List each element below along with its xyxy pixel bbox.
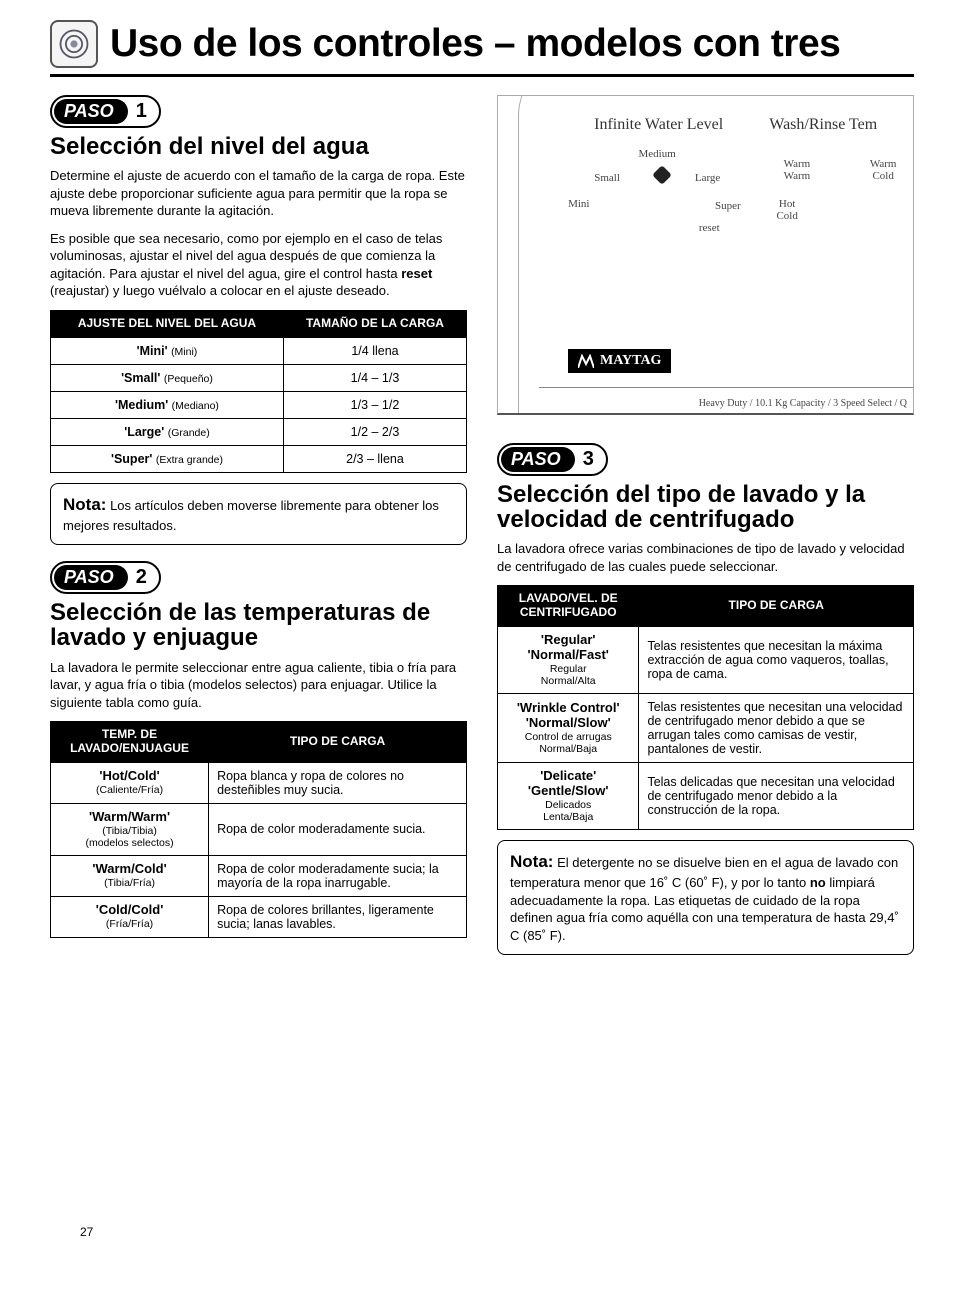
paso-label: PASO — [501, 447, 575, 472]
nota-label: Nota: — [510, 852, 553, 871]
control-panel-illustration: Infinite Water Level Mini Small Medium L… — [497, 95, 914, 415]
table-row: 'Super' (Extra grande)2/3 – llena — [51, 445, 467, 472]
step-number: 2 — [136, 566, 147, 589]
divider — [50, 74, 914, 77]
table1-h2: TAMAÑO DE LA CARGA — [283, 311, 466, 338]
left-column: PASO 1 Selección del nivel del agua Dete… — [50, 95, 467, 955]
spin-table: LAVADO/VEL. DE CENTRIFUGADO TIPO DE CARG… — [497, 585, 914, 830]
table-row: 'Mini' (Mini)1/4 llena — [51, 337, 467, 364]
table-row: 'Cold/Cold'(Fría/Fría) Ropa de colores b… — [51, 896, 467, 937]
nota-label: Nota: — [63, 495, 106, 514]
panel-subline: Heavy Duty / 10.1 Kg Capacity / 3 Speed … — [539, 387, 913, 409]
note-box-2: Nota: El detergente no se disuelve bien … — [497, 840, 914, 955]
page-title: Uso de los controles – modelos con tres — [110, 22, 840, 66]
table2-h1: TEMP. DE LAVADO/ENJUAGUE — [51, 722, 209, 763]
step2-p1: La lavadora le permite seleccionar entre… — [50, 659, 467, 712]
table-row: 'Small' (Pequeño)1/4 – 1/3 — [51, 364, 467, 391]
page-header: Uso de los controles – modelos con tres — [50, 20, 914, 68]
table3-h2: TIPO DE CARGA — [639, 586, 914, 627]
washer-icon — [50, 20, 98, 68]
step-badge-2: PASO 2 — [50, 561, 161, 594]
note-box-1: Nota: Los artículos deben moverse librem… — [50, 483, 467, 545]
maytag-logo: MAYTAG — [568, 349, 671, 373]
step2-heading: Selección de las temperaturas de lavado … — [50, 600, 467, 650]
step-number: 1 — [136, 100, 147, 123]
step1-p2: Es posible que sea necesario, como por e… — [50, 230, 467, 300]
paso-label: PASO — [54, 99, 128, 124]
step-badge-1: PASO 1 — [50, 95, 161, 128]
table-row: 'Delicate' 'Gentle/Slow' Delicados Lenta… — [498, 763, 914, 830]
right-column: Infinite Water Level Mini Small Medium L… — [497, 95, 914, 955]
step1-p1: Determine el ajuste de acuerdo con el ta… — [50, 167, 467, 220]
step3-p1: La lavadora ofrece varias combinaciones … — [497, 540, 914, 575]
table3-h1: LAVADO/VEL. DE CENTRIFUGADO — [498, 586, 639, 627]
step-badge-3: PASO 3 — [497, 443, 608, 476]
table-row: 'Warm/Cold'(Tibia/Fría) Ropa de color mo… — [51, 855, 467, 896]
table2-h2: TIPO DE CARGA — [209, 722, 467, 763]
step1-heading: Selección del nivel del agua — [50, 134, 467, 159]
table-row: 'Medium' (Mediano)1/3 – 1/2 — [51, 391, 467, 418]
table-row: 'Large' (Grande)1/2 – 2/3 — [51, 418, 467, 445]
step3-heading: Selección del tipo de lavado y la veloci… — [497, 482, 914, 532]
paso-label: PASO — [54, 565, 128, 590]
table-row: 'Regular' 'Normal/Fast' Regular Normal/A… — [498, 627, 914, 694]
page-number: 27 — [80, 1225, 93, 1239]
table1-h1: AJUSTE DEL NIVEL DEL AGUA — [51, 311, 284, 338]
water-level-table: AJUSTE DEL NIVEL DEL AGUA TAMAÑO DE LA C… — [50, 310, 467, 473]
table-row: 'Warm/Warm'(Tibia/Tibia)(modelos selecto… — [51, 803, 467, 855]
step-number: 3 — [583, 448, 594, 471]
table-row: 'Hot/Cold'(Caliente/Fría) Ropa blanca y … — [51, 762, 467, 803]
table-row: 'Wrinkle Control' 'Normal/Slow' Control … — [498, 694, 914, 763]
temp-table: TEMP. DE LAVADO/ENJUAGUE TIPO DE CARGA '… — [50, 721, 467, 938]
